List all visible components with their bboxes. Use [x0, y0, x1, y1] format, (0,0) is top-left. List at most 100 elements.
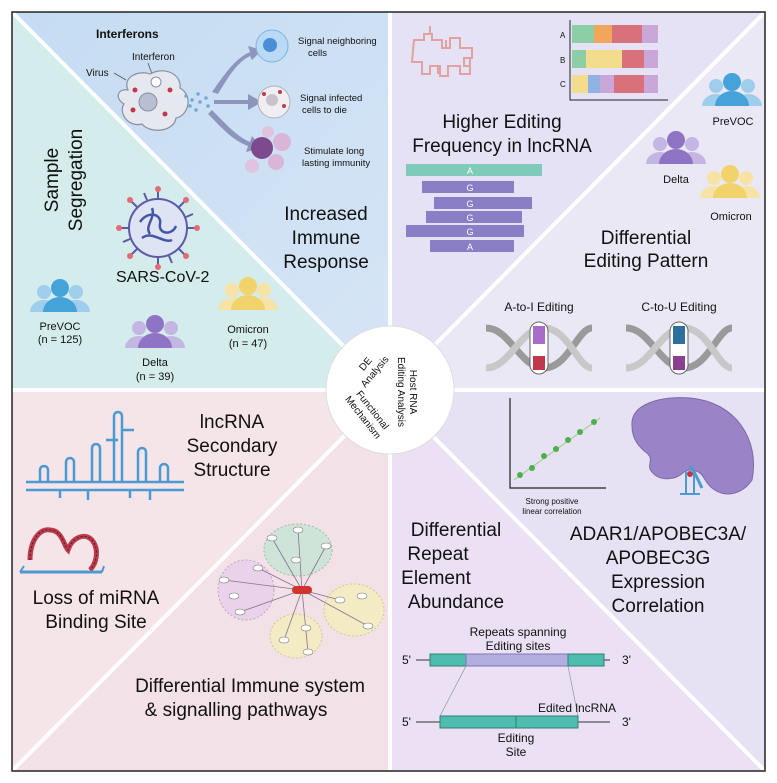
- correlation-points: [517, 419, 597, 478]
- pathways-title-1: Differential Immune system: [135, 676, 365, 697]
- infected-cell-icon: [117, 70, 189, 131]
- correlation-caption-1: Strong positive: [526, 497, 579, 506]
- effect-3-line-1: Stimulate long: [304, 146, 364, 157]
- effect-1-line-1: Signal neighboring: [298, 36, 377, 47]
- lncrna-secondary-structure-icon: [26, 410, 184, 500]
- immune-title-1: Increased: [284, 204, 367, 225]
- c-to-u-dna-icon: [625, 321, 733, 375]
- bar-row-a: A: [560, 31, 566, 40]
- infected-target-cell-icon: [257, 85, 291, 119]
- virus-label: Virus: [86, 68, 109, 79]
- pattern-delta-label: Delta: [663, 174, 690, 186]
- differential-pattern-panel: PreVOC Delta Omicron Differential Editin…: [485, 73, 762, 375]
- bottom-three-prime: 3': [622, 715, 631, 729]
- pattern-omicron-label: Omicron: [710, 211, 752, 223]
- repeats-label-1: Repeats spanning: [470, 625, 567, 639]
- sars-cov-2-virus-icon: [116, 186, 200, 270]
- effect-1-line-2: cells: [308, 48, 327, 59]
- omicron-pattern-icon: [700, 165, 760, 198]
- editing-site-label-2: Site: [506, 745, 527, 759]
- correlation-axes: [509, 398, 606, 489]
- repeat-title-2: Repeat: [407, 544, 469, 565]
- align-letter-2: G: [466, 183, 473, 193]
- edited-lncrna-block: [439, 715, 579, 729]
- prevoc-count: (n = 125): [38, 334, 82, 346]
- interferon-label: Interferon: [132, 52, 175, 63]
- immune-title-3: Response: [283, 252, 369, 273]
- mirna-title-2: Binding Site: [45, 612, 146, 633]
- effect-2-line-1: Signal infected: [300, 93, 362, 104]
- correlation-title-3: Expression: [611, 572, 705, 593]
- top-repeat-block: [465, 653, 569, 667]
- lncrna-structure-icon: [410, 26, 473, 77]
- pattern-prevoc-label: PreVOC: [713, 116, 754, 128]
- bar-row-c: C: [560, 80, 566, 89]
- prevoc-label: PreVOC: [40, 321, 81, 333]
- correlation-title-2: APOBEC3G: [606, 548, 711, 569]
- read-alignment-bars: [406, 164, 542, 252]
- lncrna-editing-panel: A B C Higher Editing Frequency in lncRNA…: [406, 20, 668, 252]
- top-exon-right: [567, 653, 605, 667]
- lncrna-structure-panel: lncRNA Secondary Structure Loss of miRNA…: [19, 410, 278, 633]
- omicron-group-icon: [218, 277, 278, 310]
- omicron-count: (n = 47): [229, 338, 267, 350]
- immune-response-panel: Interferons Interferon Virus: [86, 27, 377, 273]
- repeat-title-1: Differential: [411, 520, 501, 541]
- structure-title-1: lncRNA: [200, 412, 265, 433]
- repeats-label-2: Editing sites: [486, 639, 551, 653]
- a-to-i-label: A-to-I Editing: [504, 300, 573, 314]
- mirna-title-1: Loss of miRNA: [33, 588, 160, 609]
- pattern-title-1: Differential: [601, 228, 691, 249]
- immune-title-2: Immune: [292, 228, 361, 249]
- align-letter-5: G: [466, 227, 473, 237]
- sample-segregation-title-2: Segregation: [66, 129, 87, 231]
- adar-enzyme-icon: [631, 397, 754, 495]
- effect-2-line-2: cells to die: [302, 105, 347, 116]
- correlation-title-4: Correlation: [612, 596, 705, 617]
- neighbor-cell-icon: [255, 29, 289, 63]
- stacked-bar-chart: [572, 25, 658, 93]
- figure-frame: [11, 11, 766, 772]
- bar-row-b: B: [560, 56, 565, 65]
- pathway-network-icon: [217, 523, 385, 659]
- top-five-prime: 5': [402, 653, 411, 667]
- interferon-dots: [184, 92, 210, 112]
- sample-segregation-panel: Sample Segregation SARS-CoV-2: [30, 129, 278, 383]
- stacked-bar-axes: [569, 20, 668, 101]
- effect-3-line-2: lasting immunity: [302, 158, 370, 169]
- center-hub: DE Analysis Functional Mechanism Host RN…: [325, 325, 455, 455]
- edited-lncrna-label: Edited lncRNA: [538, 701, 616, 715]
- align-letter-4: G: [466, 213, 473, 223]
- a-to-i-dna-icon: [485, 321, 593, 375]
- pattern-title-2: Editing Pattern: [584, 251, 709, 272]
- pathways-title-2: & signalling pathways: [145, 700, 328, 721]
- correlation-caption-2: linear correlation: [522, 507, 581, 516]
- mirna-binding-icon: [19, 527, 105, 574]
- repeat-abundance-panel: Differential Repeat Element Abundance Re…: [401, 520, 631, 759]
- center-circle: [325, 325, 455, 455]
- editing-site-label-1: Editing: [498, 731, 535, 745]
- align-letter-3: G: [466, 199, 473, 209]
- sample-segregation-title-1: Sample: [42, 148, 63, 212]
- repeat-title-3: Element: [401, 568, 471, 589]
- center-right-label-1: Host RNA: [407, 370, 418, 415]
- delta-count: (n = 39): [136, 371, 174, 383]
- bottom-five-prime: 5': [402, 715, 411, 729]
- sars-cov-2-label: SARS-CoV-2: [116, 269, 209, 286]
- align-letter-6: A: [467, 242, 473, 252]
- repeat-title-4: Abundance: [408, 592, 504, 613]
- delta-pattern-icon: [646, 131, 706, 164]
- structure-title-2: Secondary: [187, 436, 278, 457]
- sector-backgrounds: [10, 10, 767, 773]
- correlation-title-1: ADAR1/APOBEC3A/: [570, 524, 747, 545]
- prevoc-group-icon: [30, 279, 90, 312]
- delta-label: Delta: [142, 357, 169, 369]
- top-exon-left: [429, 653, 467, 667]
- align-letter-1: A: [467, 166, 473, 176]
- prevoc-pattern-icon: [702, 73, 762, 106]
- omicron-label: Omicron: [227, 324, 269, 336]
- signal-arrows: [208, 46, 262, 152]
- top-three-prime: 3': [622, 653, 631, 667]
- center-right-label-2: Editing Analysis: [395, 357, 406, 427]
